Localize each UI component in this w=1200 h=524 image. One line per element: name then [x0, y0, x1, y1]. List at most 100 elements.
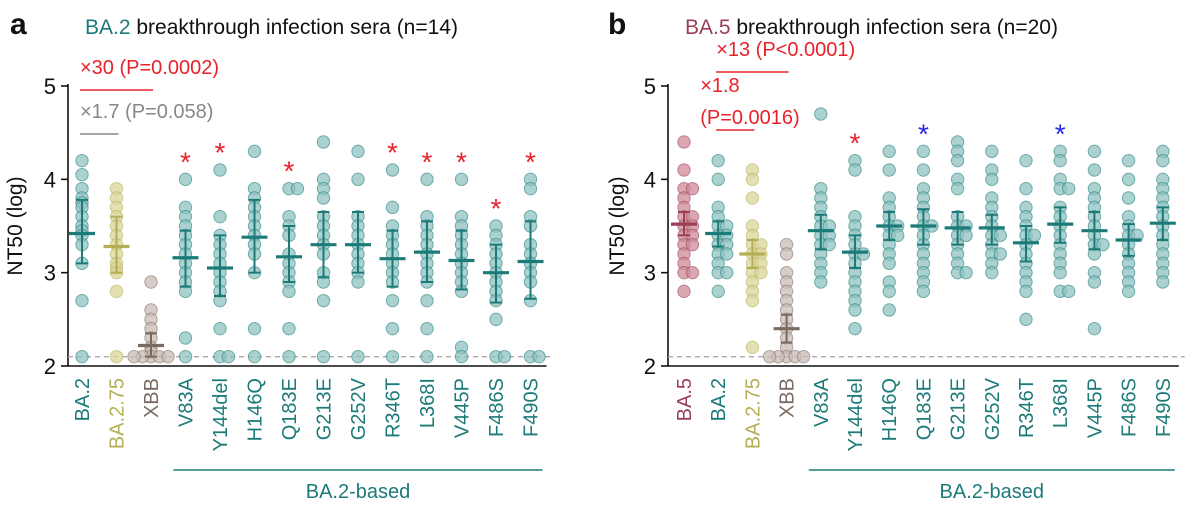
data-point-xbb: [779, 247, 794, 261]
data-point-q183e: [916, 284, 931, 299]
significance-star: *: [215, 137, 226, 168]
data-point-q183e: [916, 163, 931, 177]
data-point-f490s: [1156, 275, 1170, 289]
data-point-g213e: [316, 135, 331, 149]
significance-star: *: [180, 146, 191, 177]
comparison-label-2: (P=0.0016): [700, 107, 800, 129]
data-point-xbb: [127, 349, 141, 364]
y-tick-label: 2: [644, 354, 656, 379]
y-tick-label: 3: [44, 261, 56, 286]
y-tick-label: 4: [644, 167, 656, 192]
data-point-f490s: [1156, 153, 1170, 168]
x-tick-label: G252V: [982, 377, 1004, 440]
data-point-ba.2: [711, 153, 725, 168]
x-tick-label: XBB: [777, 378, 799, 418]
significance-star: *: [387, 137, 398, 168]
x-tick-label: G213E: [314, 378, 336, 440]
data-point-ba.2.75: [109, 284, 124, 299]
data-point-v83a: [814, 107, 828, 121]
data-point-xbb: [144, 275, 158, 289]
x-tick-label: F490S: [1153, 378, 1175, 437]
x-tick-label: V445P: [452, 378, 474, 438]
significance-star: *: [525, 146, 536, 177]
data-point-ba.5: [677, 163, 691, 177]
title-rest: breakthrough infection sera (n=20): [731, 16, 1058, 39]
title-variant: BA.2: [85, 16, 131, 39]
data-point-f486s: [1121, 284, 1136, 299]
data-point-r346t: [385, 321, 400, 336]
data-point-h146q: [882, 256, 896, 271]
data-point-ba.2.75: [745, 293, 760, 308]
data-point-r346t: [385, 200, 400, 215]
data-point-v445p: [454, 349, 469, 364]
x-tick-label: BA.5: [674, 378, 696, 421]
data-point-g252v: [985, 172, 999, 187]
y-tick-label: 3: [644, 261, 656, 286]
x-tick-label: R346T: [383, 378, 405, 438]
data-point-g252v: [351, 275, 365, 289]
data-point-ba.2.75: [745, 340, 760, 355]
x-tick-label: BA.2: [72, 378, 94, 421]
data-point-q183e: [282, 284, 296, 299]
significance-star: *: [284, 156, 295, 187]
data-point-g252v: [985, 265, 999, 280]
x-tick-label: H146Q: [245, 378, 267, 441]
y-axis-label: NT50 (log): [606, 176, 629, 275]
panel-a: a BA.2 breakthrough infection sera (n=14)…: [4, 8, 553, 503]
data-point-f490s: [523, 181, 538, 196]
y-tick-label: 2: [44, 354, 56, 379]
x-tick-label: XBB: [141, 378, 163, 418]
data-point-v445p: [454, 172, 469, 187]
data-point-f486s: [1121, 172, 1136, 187]
data-point-l368i: [1062, 284, 1076, 299]
data-point-y144del: [213, 163, 227, 177]
data-point-g252v: [993, 247, 1007, 261]
data-point-ba.2: [75, 153, 89, 168]
group-label: BA.2-based: [306, 481, 411, 503]
significance-star: *: [422, 146, 433, 177]
x-tick-label: V83A: [811, 377, 833, 427]
x-tick-label: F486S: [1119, 378, 1141, 437]
data-point-l368i: [1053, 265, 1067, 280]
data-point-g252v: [985, 144, 999, 159]
data-point-h146q: [882, 303, 896, 317]
data-point-ba.5: [677, 284, 691, 299]
x-tick-label: V445P: [1084, 378, 1106, 438]
significance-star: *: [918, 118, 929, 149]
data-point-ba.2: [75, 349, 89, 364]
data-point-h146q: [247, 144, 262, 159]
data-point-y144del: [221, 349, 236, 364]
data-point-ba.2.75: [754, 265, 768, 280]
chart-title: BA.2 breakthrough infection sera (n=14): [85, 16, 458, 39]
significance-star: *: [1055, 118, 1066, 149]
y-tick-label: 5: [44, 74, 56, 99]
title-variant: BA.5: [685, 16, 731, 39]
x-tick-label: F486S: [486, 378, 508, 437]
x-tick-label: L368I: [1050, 378, 1072, 428]
data-point-q183e: [916, 144, 931, 159]
data-point-v445p: [1087, 163, 1102, 177]
comparison-label: ×1.8: [700, 75, 739, 97]
data-point-v83a: [178, 331, 193, 345]
data-point-r346t: [1019, 284, 1033, 299]
data-point-q183e: [282, 321, 296, 336]
data-point-ba.5: [677, 135, 691, 149]
data-point-f486s: [1121, 191, 1136, 205]
x-tick-label: V83A: [176, 377, 198, 427]
x-tick-label: F490S: [521, 378, 543, 437]
y-tick-label: 5: [644, 74, 656, 99]
data-point-v83a: [822, 237, 836, 252]
data-point-ba.2.75: [745, 172, 760, 187]
data-point-xbb: [762, 349, 777, 364]
data-point-ba.5: [685, 237, 700, 252]
data-point-v445p: [1087, 321, 1102, 336]
data-point-v83a: [178, 172, 193, 187]
data-point-q183e: [282, 349, 296, 364]
data-point-r346t: [385, 293, 400, 308]
data-point-v83a: [178, 349, 193, 364]
x-tick-label: L368I: [417, 378, 439, 428]
data-point-r346t: [1019, 312, 1033, 327]
data-point-v445p: [1096, 237, 1110, 252]
data-point-r346t: [385, 163, 400, 177]
data-point-l368i: [1062, 181, 1076, 196]
